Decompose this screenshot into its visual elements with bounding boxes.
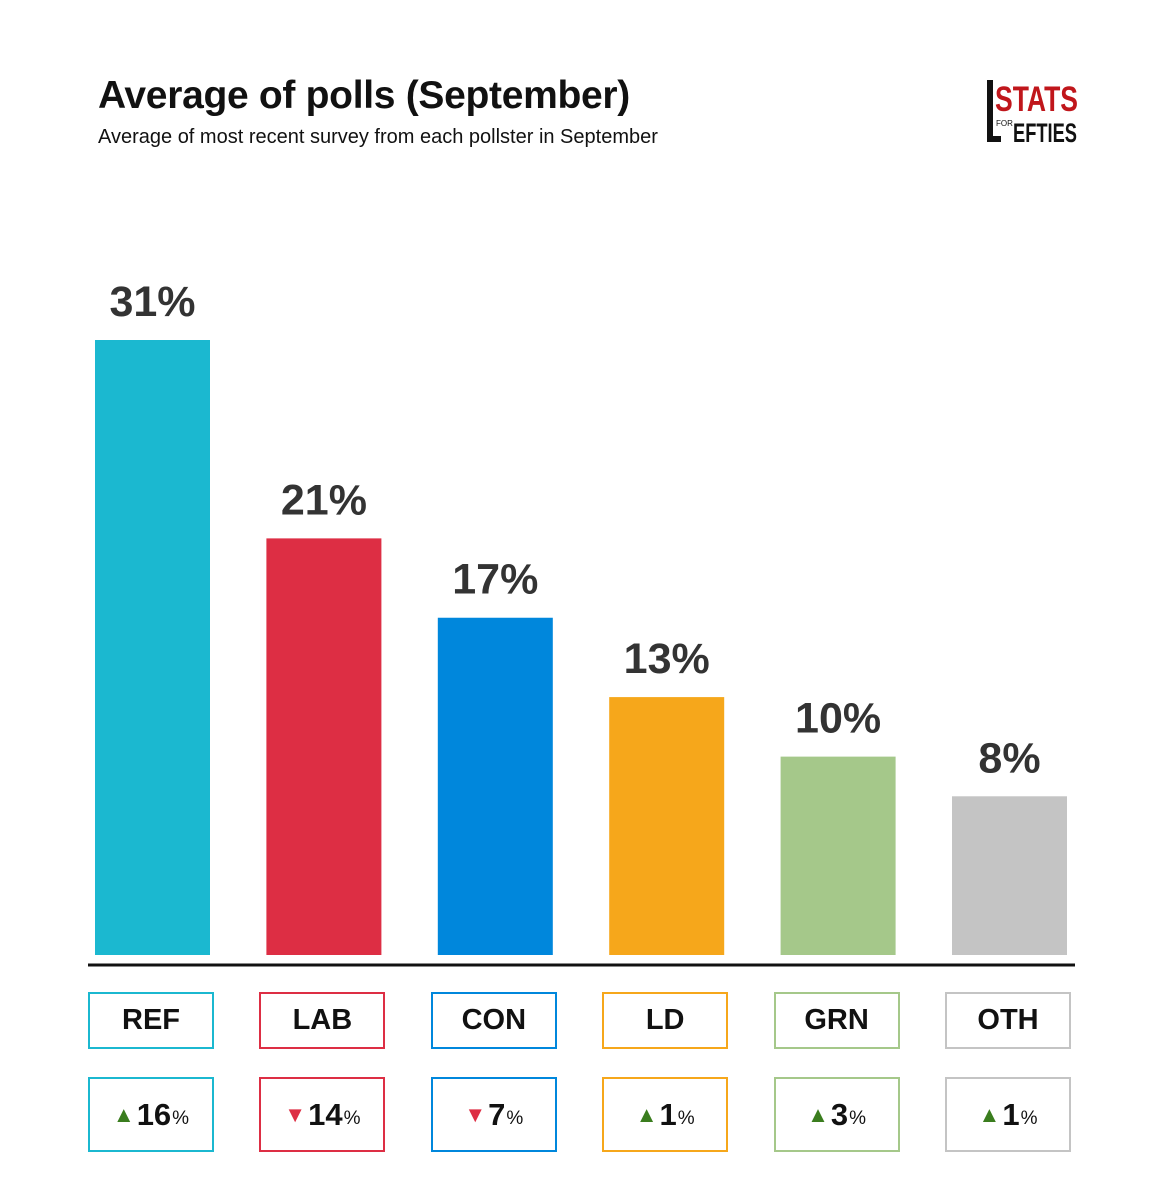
bar-oth [952, 796, 1067, 955]
change-value-grn: 3 [830, 1096, 849, 1132]
value-label-ld: 13% [624, 635, 710, 683]
down-arrow-icon: ▼ [464, 1101, 487, 1127]
value-label-ref: 31% [109, 278, 195, 326]
bar-con [437, 617, 553, 955]
change-value-con: 7 [488, 1096, 506, 1132]
party-label-lab: LAB [259, 992, 386, 1049]
bar-ref [95, 340, 210, 955]
value-label-lab: 21% [281, 476, 367, 524]
up-arrow-icon: ▲ [978, 1101, 1001, 1127]
change-box-grn: ▲ 3% [773, 1077, 900, 1152]
bar-lab [266, 538, 382, 955]
party-label-grn: GRN [773, 992, 900, 1049]
change-value-lab: 14 [308, 1096, 343, 1132]
change-unit-oth: % [1020, 1107, 1038, 1129]
bar-grn [780, 756, 896, 955]
party-label-ref: REF [88, 992, 214, 1049]
change-unit-con: % [506, 1107, 524, 1129]
change-unit-lab: % [343, 1107, 361, 1129]
down-arrow-icon: ▼ [284, 1101, 307, 1127]
up-arrow-icon: ▲ [807, 1101, 829, 1127]
logo-text-efties: EFTIES [1013, 118, 1077, 144]
bar-ld [609, 697, 725, 955]
change-unit-grn: % [849, 1107, 867, 1129]
up-arrow-icon: ▲ [635, 1101, 658, 1127]
chart-title: Average of polls (September) [98, 74, 630, 117]
stats-for-lefties-logo: STATS FOR EFTIES [987, 80, 1078, 144]
party-label-oth: OTH [945, 992, 1071, 1049]
change-unit-ld: % [677, 1107, 695, 1129]
change-box-lab: ▼ 14% [259, 1077, 386, 1152]
logo-text-stats: STATS [995, 80, 1078, 119]
chart-subtitle: Average of most recent survey from each … [98, 126, 658, 148]
party-label-ld: LD [602, 992, 729, 1049]
change-value-oth: 1 [1002, 1096, 1020, 1132]
up-arrow-icon: ▲ [112, 1101, 135, 1127]
change-value-ref: 16 [136, 1096, 172, 1132]
change-box-ld: ▲ 1% [602, 1077, 729, 1152]
change-unit-ref: % [172, 1107, 190, 1129]
bars-group: 31% 21% 17% 13% 10% 8% [95, 278, 1067, 955]
value-label-grn: 10% [795, 695, 881, 743]
party-label-con: CON [430, 992, 557, 1049]
logo-text-for: FOR [996, 119, 1013, 128]
change-box-con: ▼ 7% [430, 1077, 557, 1152]
value-label-oth: 8% [978, 734, 1040, 782]
value-label-con: 17% [452, 556, 538, 604]
change-box-oth: ▲ 1% [945, 1077, 1071, 1152]
change-value-ld: 1 [659, 1096, 677, 1132]
change-box-ref: ▲ 16% [88, 1077, 214, 1152]
